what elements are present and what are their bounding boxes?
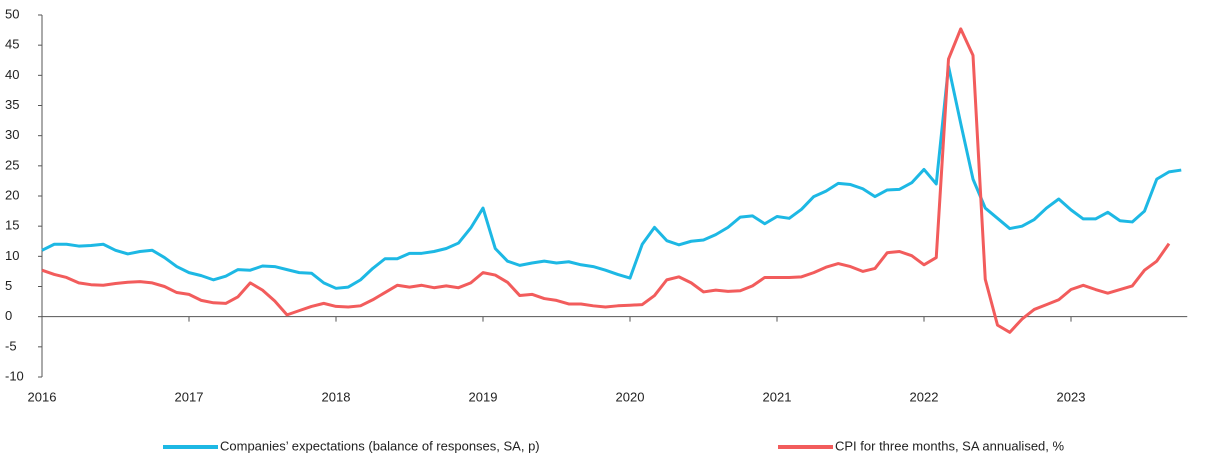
y-tick-label: 20: [5, 187, 19, 202]
series-line: [41, 27, 1171, 334]
x-tick-label: 2016: [28, 389, 57, 404]
y-tick-label: 15: [5, 218, 19, 233]
x-tick-label: 2019: [469, 389, 498, 404]
x-tick-label: 2021: [763, 389, 792, 404]
y-tick-label: 30: [5, 127, 19, 142]
y-tick-label: 45: [5, 37, 19, 52]
legend-label: Companies’ expectations (balance of resp…: [220, 438, 540, 453]
x-tick-label: 2023: [1057, 389, 1086, 404]
y-tick-label: 50: [5, 6, 19, 21]
y-tick-label: 10: [5, 248, 19, 263]
y-tick-label: -5: [5, 338, 17, 353]
x-tick-label: 2018: [322, 389, 351, 404]
y-tick-label: 5: [5, 278, 12, 293]
x-tick-label: 2017: [175, 389, 204, 404]
legend-label: CPI for three months, SA annualised, %: [835, 438, 1065, 453]
y-tick-label: 35: [5, 97, 19, 112]
x-tick-label: 2020: [616, 389, 645, 404]
x-tick-label: 2022: [910, 389, 939, 404]
y-tick-label: 0: [5, 308, 12, 323]
y-tick-label: -10: [5, 368, 24, 383]
series-line: [41, 64, 1182, 290]
y-tick-label: 40: [5, 67, 19, 82]
y-tick-label: 25: [5, 157, 19, 172]
